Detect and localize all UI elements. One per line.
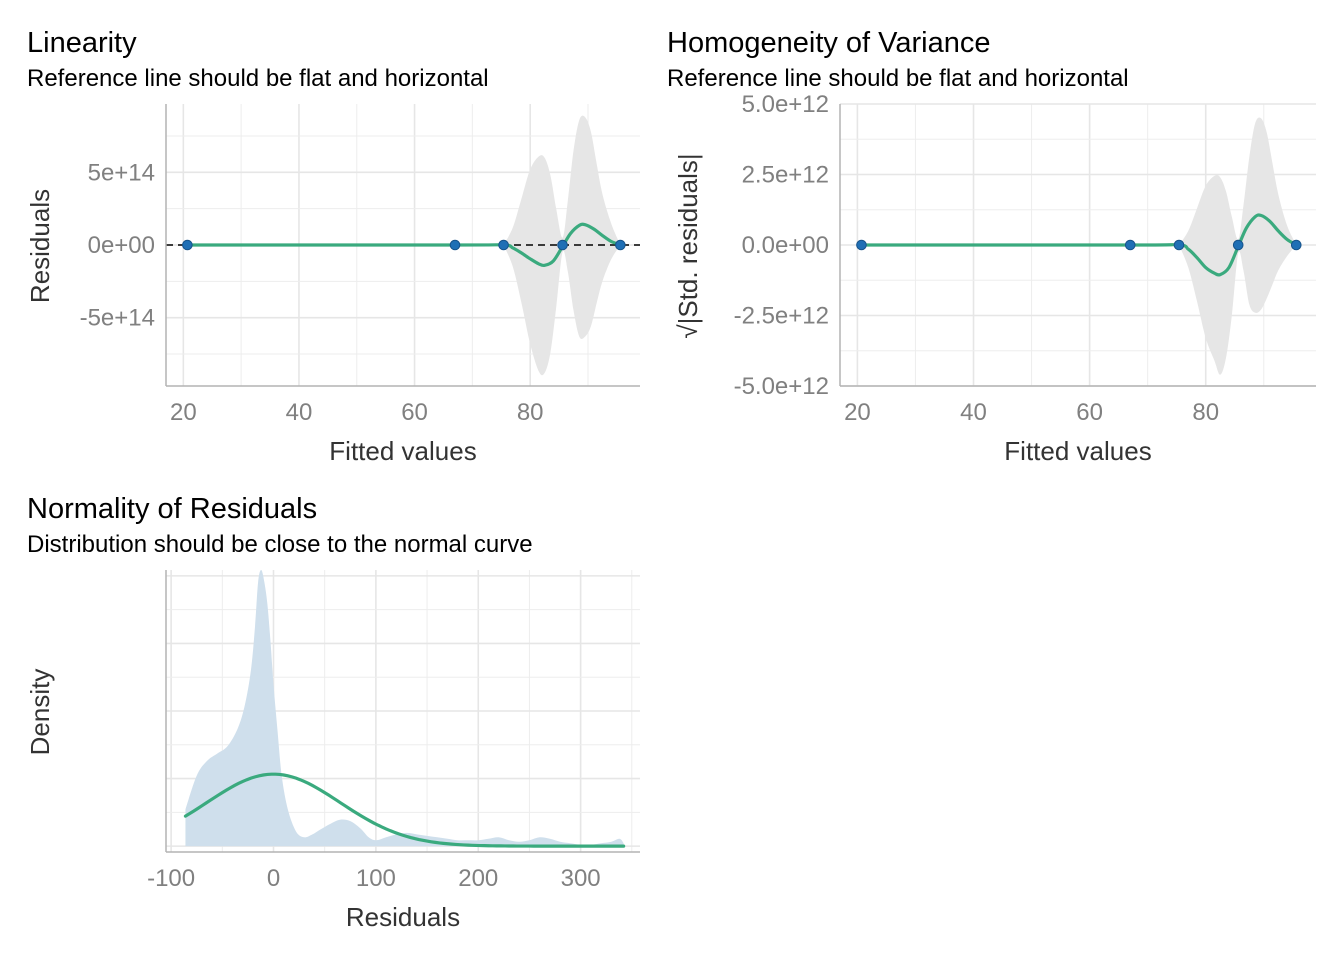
homogeneity-y-tick-label: -5.0e+12 — [734, 373, 829, 400]
linearity-axes — [165, 104, 640, 387]
normality-y-axis-title: Density — [25, 669, 55, 756]
homogeneity-subtitle: Reference line should be flat and horizo… — [667, 65, 1129, 92]
linearity-y-axis-title: Residuals — [25, 189, 55, 303]
normality-x-tick-label: 0 — [267, 865, 280, 892]
normality-x-tick-labels: -100 0 100 200 300 — [147, 865, 601, 892]
linearity-data-point — [498, 239, 509, 251]
normality-subtitle: Distribution should be close to the norm… — [27, 531, 533, 558]
homogeneity-data-point — [1124, 239, 1136, 251]
homogeneity-data-point — [1173, 239, 1185, 251]
homogeneity-y-tick-label: 0.0e+00 — [742, 232, 829, 259]
homogeneity-axes — [839, 104, 1316, 387]
homogeneity-x-tick-label: 20 — [844, 399, 871, 426]
homogeneity-data-point — [1232, 239, 1244, 251]
linearity-subtitle: Reference line should be flat and horizo… — [27, 65, 489, 92]
linearity-data-point — [557, 239, 568, 251]
linearity-x-axis-title: Fitted values — [329, 436, 476, 466]
linearity-x-tick-label: 60 — [401, 399, 428, 426]
homogeneity-y-tick-labels: -5.0e+12 -2.5e+12 0.0e+00 2.5e+12 5.0e+12 — [734, 91, 829, 400]
normality-x-tick-label: 200 — [458, 865, 498, 892]
homogeneity-data-point — [856, 239, 867, 251]
normality-panel: Normality of Residuals Distribution shou… — [25, 493, 640, 932]
normality-density-shape — [185, 570, 624, 847]
linearity-points — [182, 239, 626, 251]
normality-x-tick-label: 300 — [561, 865, 601, 892]
linearity-y-tick-label: 5e+14 — [88, 159, 155, 186]
homogeneity-y-axis-title: √|Std. residuals| — [673, 153, 703, 338]
normality-x-tick-label: 100 — [356, 865, 396, 892]
homogeneity-x-tick-labels: 20 40 60 80 — [844, 399, 1219, 426]
homogeneity-y-tick-label: -2.5e+12 — [734, 303, 829, 330]
normality-x-axis-title: Residuals — [346, 902, 460, 932]
linearity-y-tick-label: 0e+00 — [88, 232, 155, 259]
homogeneity-x-axis-title: Fitted values — [1004, 436, 1151, 466]
homogeneity-data-point — [1290, 239, 1302, 251]
homogeneity-y-tick-label: 2.5e+12 — [742, 162, 829, 189]
linearity-x-tick-label: 20 — [170, 399, 197, 426]
normality-density-area — [185, 570, 624, 847]
homogeneity-points — [856, 239, 1302, 251]
normality-normal-curve-line — [183, 772, 626, 848]
linearity-title: Linearity — [27, 27, 137, 59]
linearity-panel: Linearity Reference line should be flat … — [25, 27, 640, 466]
linearity-data-point — [182, 239, 193, 251]
linearity-y-tick-labels: -5e+14 0e+00 5e+14 — [80, 159, 155, 331]
homogeneity-y-tick-label: 5.0e+12 — [742, 91, 829, 118]
homogeneity-x-tick-label: 80 — [1192, 399, 1219, 426]
linearity-y-tick-label: -5e+14 — [80, 305, 155, 332]
homogeneity-title: Homogeneity of Variance — [667, 27, 990, 59]
normality-normal-curve — [183, 772, 626, 848]
linearity-data-point — [615, 239, 626, 251]
normality-axes — [165, 570, 640, 853]
linearity-data-point — [449, 239, 461, 251]
linearity-x-tick-labels: 20 40 60 80 — [170, 399, 544, 426]
homogeneity-x-tick-label: 40 — [960, 399, 987, 426]
normality-x-tick-label: -100 — [147, 865, 195, 892]
normality-title: Normality of Residuals — [27, 493, 317, 525]
homogeneity-x-tick-label: 60 — [1076, 399, 1103, 426]
linearity-x-tick-label: 80 — [517, 399, 544, 426]
linearity-x-tick-label: 40 — [286, 399, 313, 426]
homogeneity-panel: Homogeneity of Variance Reference line s… — [667, 27, 1316, 466]
